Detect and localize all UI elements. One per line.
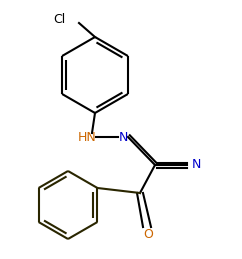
Text: HN: HN (78, 131, 96, 143)
Text: Cl: Cl (53, 12, 65, 25)
Text: N: N (192, 159, 201, 171)
Text: N: N (118, 131, 128, 143)
Text: O: O (143, 227, 153, 241)
